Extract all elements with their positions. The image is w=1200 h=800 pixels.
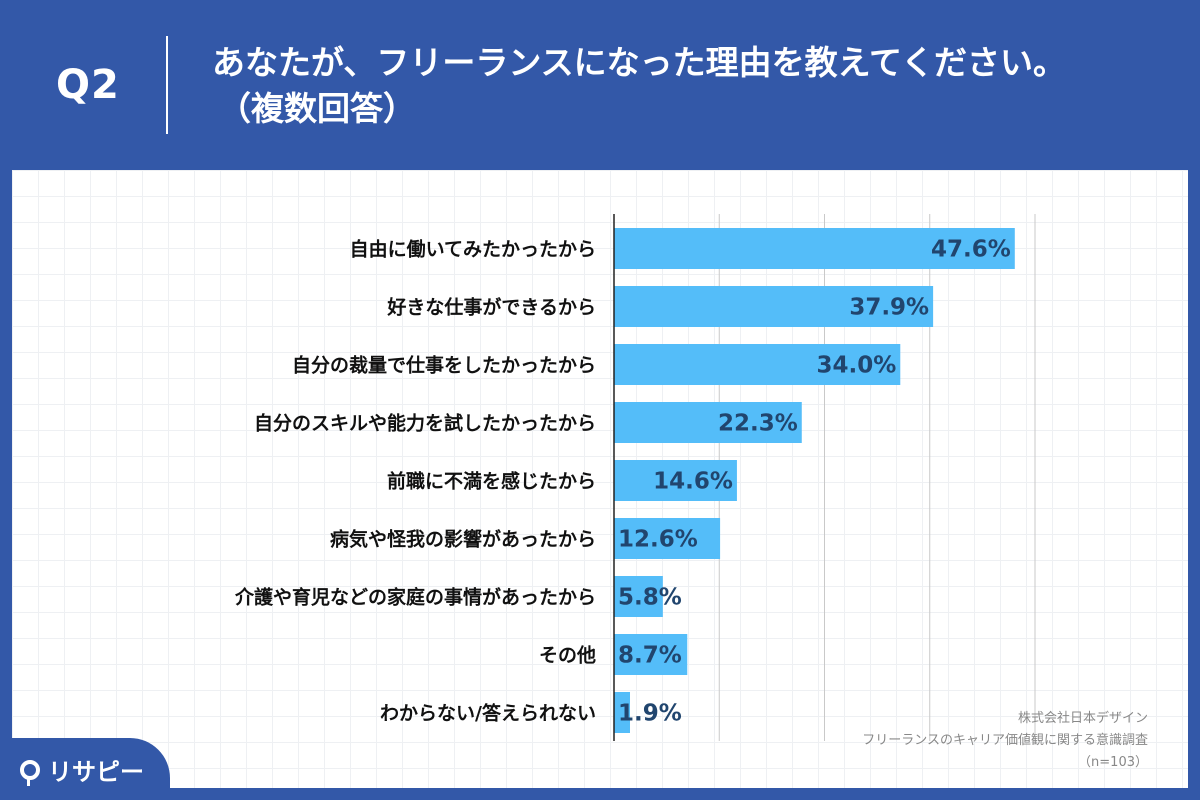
category-label: わからない/答えられない	[380, 702, 596, 725]
value-label: 14.6%	[653, 469, 733, 495]
header: Q2 あなたが、フリーランスになった理由を教えてください。 （複数回答）	[0, 0, 1200, 170]
value-label: 1.9%	[618, 701, 682, 727]
category-label: 病気や怪我の影響があったから	[330, 528, 596, 551]
bar	[614, 576, 663, 617]
value-label: 12.6%	[618, 527, 698, 553]
source-sample-size: （n=103）	[1078, 755, 1148, 770]
category-label: 自分のスキルや能力を試したかったから	[254, 412, 596, 435]
question-title: あなたが、フリーランスになった理由を教えてください。 （複数回答）	[212, 40, 1172, 132]
chart-panel: 自由に働いてみたかったから 47.6% 好きな仕事ができるから 37.9% 自分の裁量で…	[12, 170, 1188, 788]
source-survey: フリーランスのキャリア価値観に関する意識調査	[862, 733, 1148, 748]
bar	[614, 344, 901, 385]
value-label: 47.6%	[931, 237, 1011, 263]
category-label: 前職に不満を感じたから	[387, 470, 596, 493]
brand-tab: リサピー	[0, 738, 170, 800]
header-divider	[166, 36, 168, 134]
bar	[614, 460, 737, 501]
category-label: 好きな仕事ができるから	[386, 296, 596, 319]
bar	[614, 402, 802, 443]
value-label: 8.7%	[618, 643, 682, 669]
category-label: その他	[539, 644, 596, 667]
category-label: 介護や育児などの家庭の事情があったから	[234, 586, 596, 609]
bar	[614, 228, 1015, 269]
bar	[614, 692, 630, 733]
brand-logo: リサピー	[20, 752, 144, 787]
source-company: 株式会社日本デザイン	[1017, 711, 1148, 726]
question-title-line1: あなたが、フリーランスになった理由を教えてください。	[212, 43, 1067, 82]
value-label: 34.0%	[816, 353, 896, 379]
bar	[614, 286, 934, 327]
bar	[614, 634, 688, 675]
value-label: 5.8%	[618, 585, 682, 611]
question-title-line2: （複数回答）	[218, 89, 416, 128]
question-number: Q2	[56, 62, 120, 108]
category-label: 自由に働いてみたかったから	[350, 238, 596, 261]
pin-icon	[20, 759, 40, 786]
value-label: 37.9%	[849, 295, 929, 321]
category-label: 自分の裁量で仕事をしたかったから	[292, 354, 596, 377]
value-label: 22.3%	[718, 411, 798, 437]
bar	[614, 518, 721, 559]
bar-chart: 自由に働いてみたかったから 47.6% 好きな仕事ができるから 37.9% 自分の裁量で…	[234, 214, 1036, 741]
brand-name: リサピー	[48, 758, 144, 786]
source-note: 株式会社日本デザイン フリーランスのキャリア価値観に関する意識調査 （n=103…	[862, 708, 1148, 774]
